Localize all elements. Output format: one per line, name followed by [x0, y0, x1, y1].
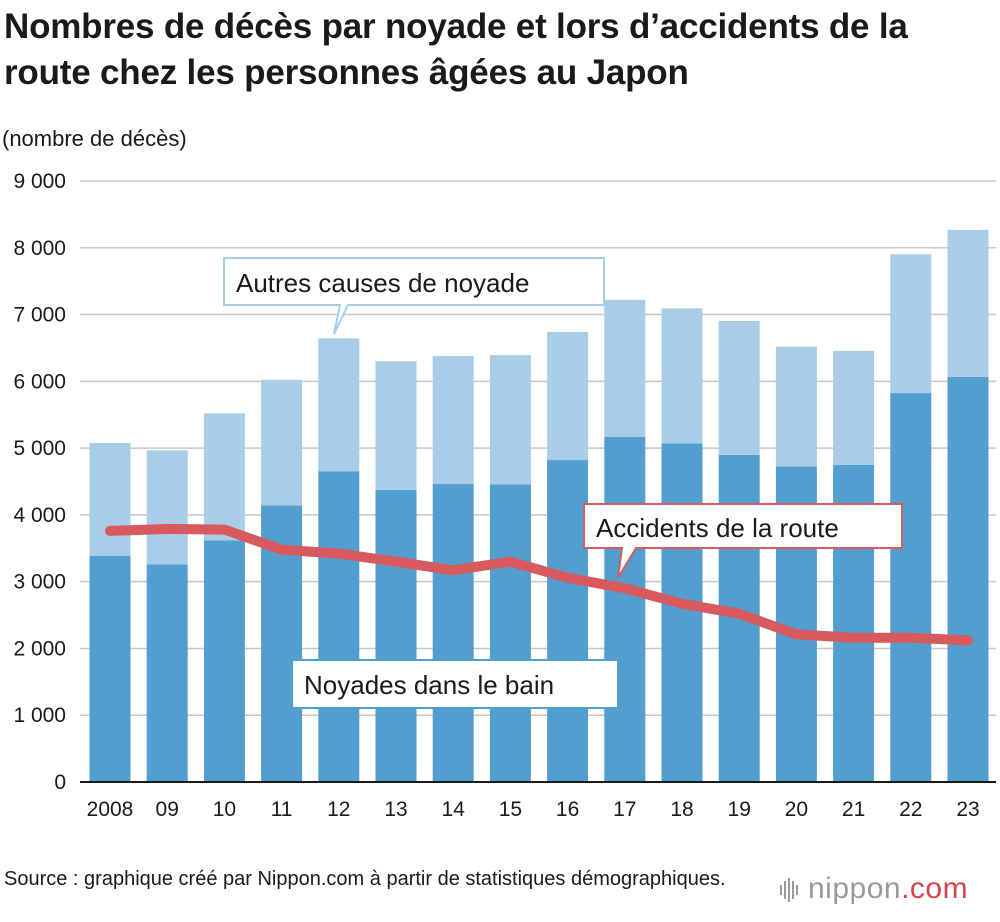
bar-bath-drowning [604, 437, 646, 782]
y-tick-label: 4 000 [13, 504, 66, 527]
logo-mark-icon [780, 872, 800, 906]
callout-road-accidents-box [583, 503, 903, 579]
bar-bath-drowning [318, 471, 360, 782]
logo-text: nippon [808, 872, 902, 905]
x-tick-label: 11 [271, 798, 293, 821]
bar-other-drowning [833, 350, 875, 465]
x-tick-label: 2008 [87, 798, 134, 821]
x-tick-label: 21 [842, 798, 865, 821]
y-tick-label: 5 000 [13, 437, 66, 460]
x-tick-label: 16 [556, 798, 579, 821]
bar-other-drowning [203, 413, 245, 541]
callout-bath-drowning-text: Noyades dans le bain [304, 670, 554, 700]
y-tick-label: 2 000 [13, 637, 66, 660]
road-line-group [105, 523, 973, 646]
bar-bath-drowning [947, 376, 989, 782]
bars [89, 229, 989, 782]
bar-other-drowning [146, 450, 188, 565]
bar-bath-drowning [146, 564, 188, 782]
x-tick-label: 13 [384, 798, 407, 821]
callout-other-drowning-box [223, 257, 605, 335]
y-axis-ticks: 0 1 000 2 000 3 000 4 000 5 000 6 000 7 000 8 00… [13, 170, 66, 794]
y-axis-label: (nombre de décès) [2, 126, 187, 151]
y-tick-label: 6 000 [13, 370, 66, 393]
x-tick-label: 12 [327, 798, 350, 821]
x-tick-label: 14 [442, 798, 466, 821]
bar-other-drowning [718, 320, 760, 455]
callout-road-accidents-text: Accidents de la route [596, 513, 839, 543]
x-tick-label: 17 [613, 798, 636, 821]
x-tick-label: 19 [728, 798, 751, 821]
y-tick-label: 1 000 [13, 704, 66, 727]
y-tick-label: 7 000 [13, 304, 66, 327]
x-tick-label: 09 [156, 798, 179, 821]
x-tick-label: 23 [956, 798, 979, 821]
bar-other-drowning [890, 254, 932, 394]
x-tick-label: 18 [670, 798, 693, 821]
callout-bath-drowning: Noyades dans le bain [291, 659, 619, 709]
bar-bath-drowning [89, 556, 131, 782]
bar-bath-drowning [432, 484, 474, 782]
source-note: Source : graphique créé par Nippon.com à… [4, 868, 726, 890]
bar-other-drowning [261, 379, 303, 506]
y-tick-label: 3 000 [13, 571, 66, 594]
bar-bath-drowning [489, 484, 531, 782]
y-tick-label: 0 [54, 771, 66, 794]
bar-bath-drowning [547, 460, 589, 782]
callout-road-accidents: Accidents de la route [583, 503, 903, 579]
callout-other-drowning: Autres causes de noyade [223, 257, 605, 335]
bar-other-drowning [89, 442, 131, 557]
callout-other-drowning-text: Autres causes de noyade [236, 268, 529, 298]
line-road-accidents [105, 523, 973, 646]
logo-suffix: .com [901, 872, 969, 905]
bar-other-drowning [375, 361, 417, 490]
bar-other-drowning [775, 346, 817, 467]
bar-other-drowning [661, 308, 703, 444]
bar-bath-drowning [375, 489, 417, 782]
y-tick-label: 8 000 [13, 237, 66, 260]
x-tick-label: 22 [899, 798, 922, 821]
bar-bath-drowning [890, 393, 932, 782]
callout-bath-drowning-box [291, 659, 619, 709]
chart-title: Nombres de décès par noyade et lors d’ac… [4, 7, 908, 92]
x-tick-label: 15 [499, 798, 522, 821]
x-tick-label: 10 [213, 798, 236, 821]
y-tick-label: 9 000 [13, 170, 66, 193]
bar-other-drowning [604, 299, 646, 438]
bar-other-drowning [489, 355, 531, 485]
bar-bath-drowning [203, 540, 245, 782]
bar-other-drowning [432, 355, 474, 485]
bar-bath-drowning [661, 443, 703, 782]
x-axis-ticks: 2008 09 10 11 12 13 14 15 16 17 18 19 20 21 22 23 [87, 798, 980, 821]
bar-other-drowning [318, 338, 360, 472]
bar-other-drowning [547, 331, 589, 461]
nippon-logo: nippon .com [780, 872, 968, 906]
bar-other-drowning [947, 229, 989, 377]
x-tick-label: 20 [785, 798, 808, 821]
